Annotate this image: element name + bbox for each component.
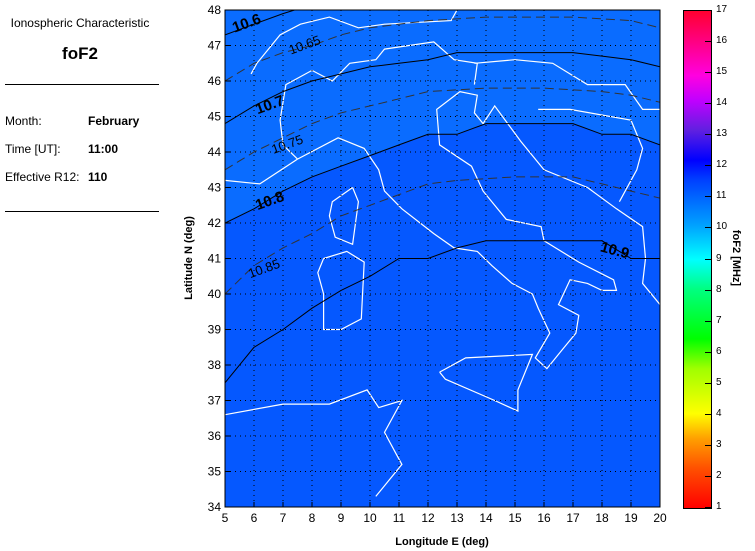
x-tick-label: 20 [653, 511, 667, 525]
colorbar-tick-label: 7 [716, 314, 722, 326]
x-tick-label: 7 [280, 511, 287, 525]
y-tick-label: 48 [208, 3, 222, 17]
y-tick-label: 36 [208, 429, 222, 443]
contour-label: 10.9 [598, 239, 631, 263]
colorbar-tick-label: 1 [716, 501, 722, 512]
contour-line-10.65 [225, 16, 660, 82]
coastline [250, 10, 458, 75]
contour-line-10.75 [225, 87, 660, 171]
y-tick-label: 45 [208, 110, 222, 124]
colorbar-tick-label: 8 [716, 283, 722, 295]
y-tick-label: 37 [208, 394, 222, 408]
colorbar-tick-label: 2 [716, 469, 722, 481]
colorbar [683, 10, 712, 509]
x-tick-label: 5 [222, 511, 229, 525]
colorbar-tick [705, 165, 712, 167]
colorbar-tick [705, 507, 712, 508]
x-tick-label: 16 [537, 511, 551, 525]
coastline [225, 158, 298, 185]
y-axis-label: Latitude N (deg) [183, 216, 195, 300]
r12-value: 110 [88, 170, 108, 184]
colorbar-tick [705, 10, 712, 11]
x-axis-label: Longitude E (deg) [395, 536, 489, 548]
x-tick-label: 17 [566, 511, 580, 525]
time-label: Time [UT]: [5, 142, 61, 156]
characteristic-heading: Ionospheric Characteristic [10, 16, 150, 30]
colorbar-tick [705, 134, 712, 136]
colorbar-tick [705, 258, 712, 260]
colorbar-tick [705, 475, 712, 477]
coastline [538, 108, 644, 202]
colorbar-tick-label: 5 [716, 376, 722, 388]
colorbar-tick-label: 9 [716, 252, 722, 264]
contour-line-10.7 [225, 52, 660, 125]
y-tick-label: 38 [208, 358, 222, 372]
colorbar-tick [705, 289, 712, 291]
coastline [328, 187, 360, 246]
parameter-name: foF2 [62, 44, 98, 63]
y-tick-label: 42 [208, 216, 222, 230]
colorbar-tick-label: 15 [716, 66, 728, 78]
y-tick-label: 35 [208, 465, 222, 479]
y-tick-label: 40 [208, 287, 222, 301]
colorbar-tick-label: 6 [716, 345, 722, 357]
x-tick-label: 8 [309, 511, 316, 525]
colorbar-tick-label: 13 [716, 128, 728, 140]
colorbar-tick-label: 14 [716, 97, 728, 109]
x-tick-label: 11 [393, 511, 406, 525]
x-tick-label: 6 [251, 511, 258, 525]
contour-line-10.8 [225, 123, 660, 224]
divider [5, 84, 159, 85]
y-tick-label: 46 [208, 74, 222, 88]
divider [5, 211, 159, 212]
month-label: Month: [5, 114, 42, 128]
colorbar-tick-label: 3 [716, 438, 722, 450]
colorbar-label: foF2 [MHz] [730, 229, 742, 287]
x-tick-label: 15 [508, 511, 522, 525]
colorbar-tick-label: 11 [716, 190, 727, 202]
coastline [225, 389, 404, 497]
contour-line-10.85 [225, 176, 660, 295]
coastline [474, 59, 660, 111]
x-tick-label: 12 [421, 511, 435, 525]
colorbar-tick [705, 227, 712, 229]
contour-line-10.9 [225, 240, 660, 384]
contour-line-10.6 [225, 10, 295, 36]
r12-label: Effective R12: [5, 170, 80, 184]
colorbar-tick [705, 320, 712, 322]
colorbar-tick-label: 17 [716, 4, 728, 15]
colorbar-tick-label: 12 [716, 159, 728, 171]
colorbar-tick [705, 444, 712, 446]
colorbar-tick [705, 41, 712, 43]
y-tick-label: 47 [208, 39, 222, 53]
colorbar-tick [705, 103, 712, 105]
y-tick-label: 34 [208, 500, 222, 514]
colorbar-tick [705, 382, 712, 384]
coastline [279, 41, 478, 160]
y-tick-label: 39 [208, 323, 222, 337]
time-value: 11:00 [88, 142, 119, 156]
x-tick-label: 9 [338, 511, 345, 525]
x-tick-label: 19 [624, 511, 638, 525]
colorbar-tick-label: 16 [716, 35, 728, 47]
x-tick-label: 10 [363, 511, 377, 525]
x-tick-label: 14 [479, 511, 493, 525]
colorbar-tick [705, 351, 712, 353]
month-value: February [88, 114, 140, 128]
colorbar-tick-label: 10 [716, 221, 728, 233]
coastline [439, 353, 534, 413]
colorbar-tick [705, 72, 712, 74]
colorbar-tick [705, 196, 712, 198]
colorbar-tick [705, 413, 712, 415]
y-tick-label: 41 [208, 252, 222, 266]
x-tick-label: 13 [450, 511, 464, 525]
y-tick-label: 44 [208, 145, 222, 159]
colorbar-tick-label: 4 [716, 407, 722, 419]
y-tick-label: 43 [208, 181, 222, 195]
x-tick-label: 18 [595, 511, 609, 525]
